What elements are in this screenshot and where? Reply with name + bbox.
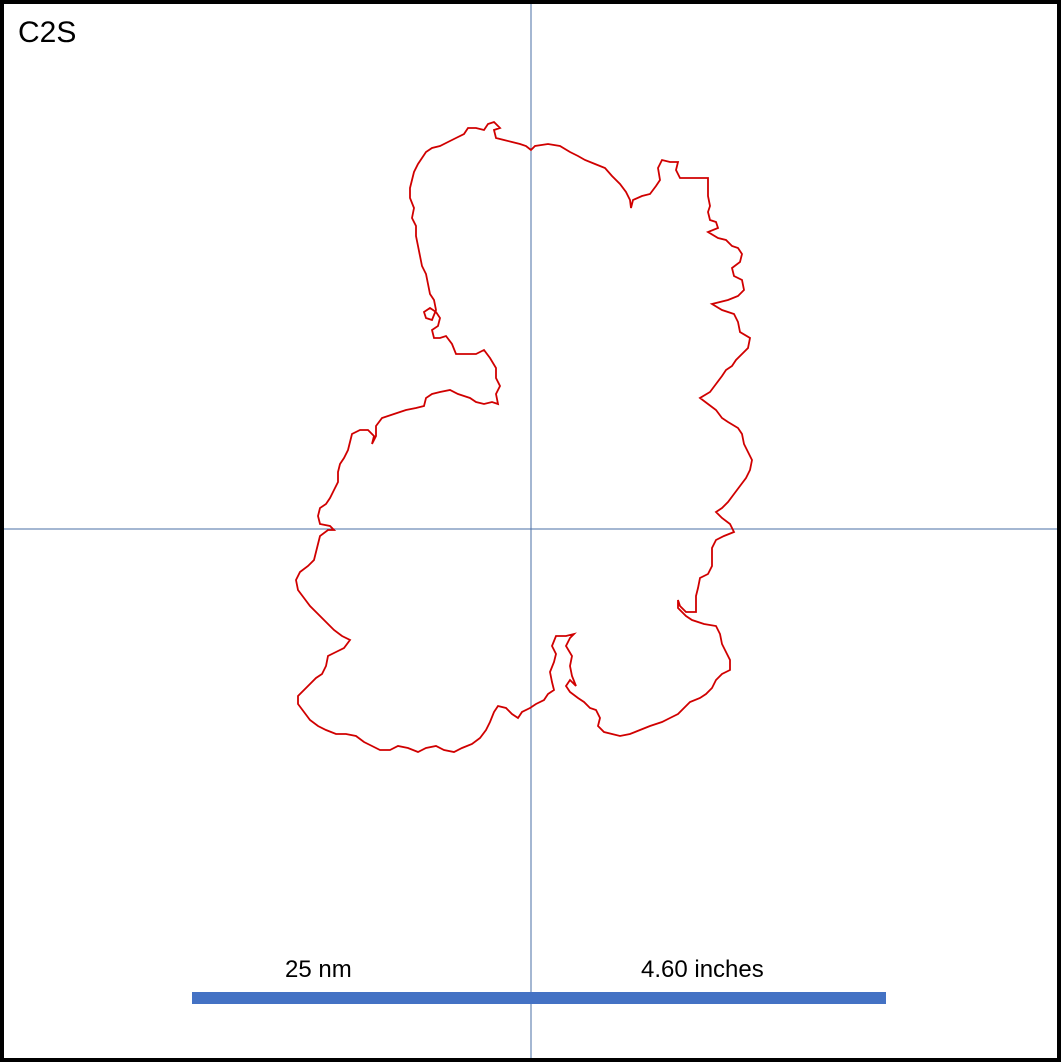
scale-bar-length-label: 25 nm	[285, 956, 352, 983]
scale-bar-print-size-label: 4.60 inches	[641, 956, 764, 983]
particle-outline	[295, 120, 753, 753]
panel-label: C2S	[18, 16, 77, 49]
scale-bar	[192, 992, 886, 1004]
